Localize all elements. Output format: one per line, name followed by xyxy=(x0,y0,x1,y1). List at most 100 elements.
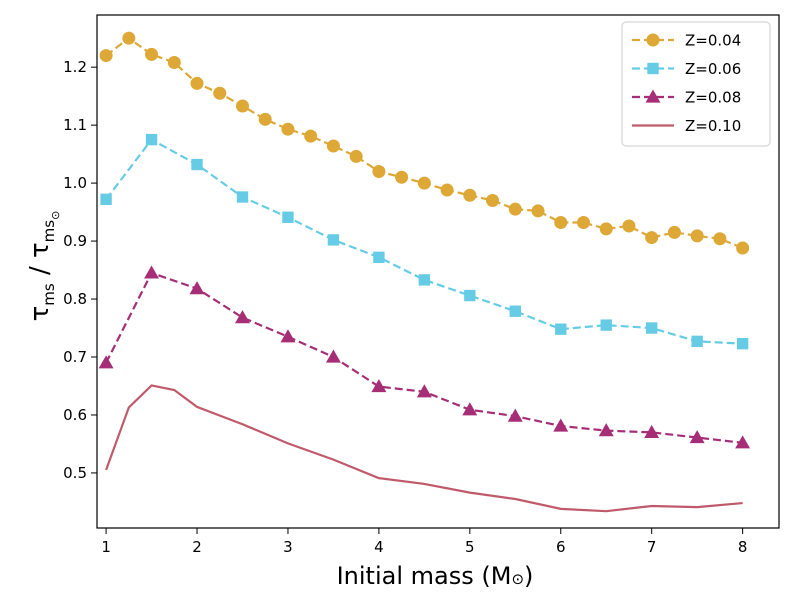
legend-label: Z=0.06 xyxy=(685,60,741,78)
x-tick-label: 5 xyxy=(465,538,475,556)
data-point xyxy=(280,329,296,343)
data-point xyxy=(372,165,386,179)
legend-marker xyxy=(647,62,659,75)
x-tick-label: 6 xyxy=(556,538,566,556)
series-Z=0.08 xyxy=(98,265,751,449)
legend-marker xyxy=(646,33,660,47)
x-tick-label: 8 xyxy=(738,538,748,556)
data-point xyxy=(189,281,205,295)
data-point xyxy=(644,424,660,438)
y-tick-label: 0.6 xyxy=(63,406,87,424)
data-point xyxy=(258,112,272,126)
data-point xyxy=(190,76,204,90)
data-point xyxy=(327,234,340,246)
data-point xyxy=(167,56,181,70)
legend: Z=0.04 Z=0.06 Z=0.08 Z=0.10 xyxy=(621,21,771,147)
data-point xyxy=(689,430,705,444)
data-point xyxy=(667,225,681,239)
data-point xyxy=(464,289,476,302)
series-line xyxy=(105,384,743,513)
data-point xyxy=(599,222,613,236)
legend-entry: Z=0.08 xyxy=(632,89,741,107)
data-point xyxy=(736,241,750,255)
data-point xyxy=(373,251,385,263)
data-point xyxy=(144,265,160,279)
data-point xyxy=(98,355,114,369)
axis-ticks: 1 2 3 4 5 6 7 8 0.5 0.6 0.7 0.8 0.9 1.0 1.1 1.2 xyxy=(63,58,747,556)
data-point xyxy=(553,418,569,432)
data-point xyxy=(690,229,704,243)
x-tick-label: 3 xyxy=(283,538,293,556)
data-point xyxy=(235,310,250,324)
data-point xyxy=(191,158,203,171)
series-Z=0.06 xyxy=(100,133,749,350)
data-point xyxy=(645,231,659,245)
data-point xyxy=(598,423,614,437)
data-point xyxy=(395,170,409,184)
data-point xyxy=(418,274,431,286)
data-point xyxy=(462,402,478,416)
x-tick-label: 4 xyxy=(374,538,384,556)
data-point xyxy=(555,323,567,335)
data-point xyxy=(145,47,159,61)
legend-entry: Z=0.06 xyxy=(632,60,741,78)
legend-label: Z=0.08 xyxy=(685,89,741,107)
data-point xyxy=(235,99,249,113)
legend-label: Z=0.10 xyxy=(685,117,741,135)
y-tick-label: 1.1 xyxy=(63,116,87,134)
y-tick-label: 0.9 xyxy=(63,232,87,250)
y-tick-label: 0.8 xyxy=(63,290,87,308)
data-point xyxy=(600,319,612,331)
data-point xyxy=(236,191,249,203)
data-point xyxy=(440,183,454,197)
y-tick-label: 0.7 xyxy=(63,348,87,366)
series-Z=0.10 xyxy=(105,384,743,513)
y-axis-label: τms / τms⊙ xyxy=(25,211,62,322)
data-point xyxy=(508,202,522,216)
plot-frame xyxy=(96,14,780,529)
data-point xyxy=(416,384,432,398)
x-axis-label: Initial mass (M⊙) xyxy=(337,562,534,590)
data-point xyxy=(326,139,340,153)
data-point xyxy=(100,193,112,206)
data-point xyxy=(282,211,294,223)
x-axis-label-sun-symbol: ⊙ xyxy=(511,570,524,588)
data-point xyxy=(622,219,636,233)
data-point xyxy=(691,335,703,348)
x-tick-label: 7 xyxy=(647,538,657,556)
y-tick-label: 1.2 xyxy=(63,58,87,76)
legend-entry: Z=0.10 xyxy=(632,117,741,135)
data-point xyxy=(486,193,500,207)
data-point xyxy=(213,86,227,100)
data-point xyxy=(417,176,431,190)
data-point xyxy=(145,133,158,146)
data-point xyxy=(371,379,387,393)
data-point xyxy=(735,435,751,449)
legend-frame xyxy=(621,21,771,147)
data-point xyxy=(281,122,295,136)
y-axis-label-sun-symbol: ⊙ xyxy=(49,211,62,220)
data-point xyxy=(349,149,363,163)
data-point xyxy=(99,49,113,63)
legend-marker xyxy=(645,89,661,103)
legend-entry: Z=0.04 xyxy=(632,32,741,50)
data-point xyxy=(463,188,477,202)
series-Z=0.04 xyxy=(99,31,750,255)
data-point xyxy=(736,337,749,350)
data-point xyxy=(304,129,318,143)
series-layer xyxy=(98,31,751,513)
data-point xyxy=(576,216,590,230)
data-point xyxy=(531,204,545,218)
data-point xyxy=(713,232,727,246)
x-tick-label: 1 xyxy=(101,538,111,556)
data-point xyxy=(325,349,341,363)
legend-label: Z=0.04 xyxy=(685,32,741,50)
series-line xyxy=(105,271,743,444)
data-point xyxy=(507,408,523,422)
data-point xyxy=(646,322,658,334)
series-line xyxy=(105,138,743,345)
y-tick-label: 0.5 xyxy=(63,464,87,482)
data-point xyxy=(122,31,136,45)
data-point xyxy=(554,216,568,230)
